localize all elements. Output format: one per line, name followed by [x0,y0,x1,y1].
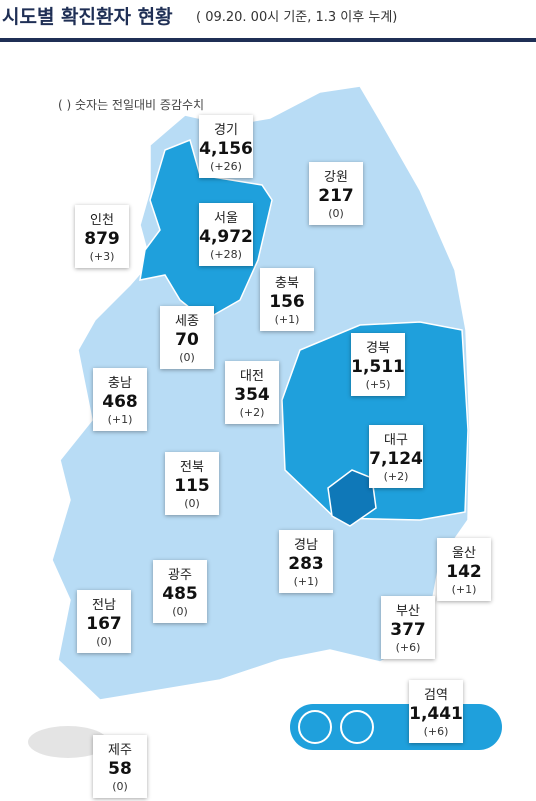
region-name: 경기 [214,123,238,138]
region-box: 경남 283 (+1) [279,530,333,593]
region-box: 강원 217 (0) [309,162,363,225]
region-name: 강원 [324,170,348,185]
region-name: 광주 [168,568,192,583]
region-change: (+1) [451,583,477,596]
region-box: 검역 1,441 (+6) [409,680,463,743]
region-count: 354 [234,385,270,405]
region-count: 879 [84,229,120,249]
region-name: 경북 [366,341,390,356]
region-name: 검역 [424,688,448,703]
region-count: 485 [162,584,198,604]
region-count: 217 [318,186,354,206]
region-box: 대전 354 (+2) [225,361,279,424]
region-box: 광주 485 (0) [153,560,207,623]
region-change: (0) [328,207,344,220]
region-box: 전남 167 (0) [77,590,131,653]
region-name: 대구 [384,433,408,448]
header-rule [0,38,536,42]
region-count: 7,124 [369,449,423,469]
jeju [28,726,108,758]
region-name: 전남 [92,598,116,613]
title: 시도별 확진환자 현황 [2,6,173,28]
region-change: (+1) [293,575,319,588]
region-change: (+26) [210,160,242,173]
region-count: 142 [446,562,482,582]
region-box: 경기 4,156 (+26) [199,115,253,178]
region-change: (+1) [107,413,133,426]
region-count: 1,511 [351,357,405,377]
region-change: (+1) [274,313,300,326]
region-change: (0) [172,605,188,618]
region-name: 전북 [180,460,204,475]
region-change: (+6) [395,641,421,654]
region-change: (+28) [210,248,242,261]
region-name: 충남 [108,376,132,391]
region-box: 전북 115 (0) [165,452,219,515]
region-box: 부산 377 (+6) [381,596,435,659]
daegu [327,469,377,527]
region-count: 115 [174,476,210,496]
region-name: 대전 [240,369,264,384]
region-count: 167 [86,614,122,634]
region-count: 156 [269,292,305,312]
region-box: 충남 468 (+1) [93,368,147,431]
region-name: 인천 [90,213,114,228]
region-change: (0) [112,780,128,793]
region-box: 경북 1,511 (+5) [351,333,405,396]
region-count: 1,441 [409,704,463,724]
region-count: 4,972 [199,227,253,247]
region-count: 377 [390,620,426,640]
ship-icon [340,710,374,744]
region-name: 제주 [108,743,132,758]
region-box: 울산 142 (+1) [437,538,491,601]
region-change: (0) [184,497,200,510]
region-change: (+3) [89,250,115,263]
region-box: 서울 4,972 (+28) [199,203,253,266]
region-count: 70 [175,330,199,350]
region-box: 대구 7,124 (+2) [369,425,423,488]
region-name: 세종 [175,314,199,329]
region-name: 충북 [275,276,299,291]
region-count: 283 [288,554,324,574]
quarantine-pill [290,704,502,750]
region-change: (0) [179,351,195,364]
region-change: (+5) [365,378,391,391]
subtitle: ( 09.20. 00시 기준, 1.3 이후 누계) [196,10,398,25]
region-change: (+2) [383,470,409,483]
region-name: 부산 [396,604,420,619]
region-count: 58 [108,759,132,779]
plane-icon [298,710,332,744]
region-change: (0) [96,635,112,648]
region-name: 울산 [452,546,476,561]
region-name: 서울 [214,211,238,226]
region-box: 세종 70 (0) [160,306,214,369]
region-count: 4,156 [199,139,253,159]
region-change: (+2) [239,406,265,419]
region-count: 468 [102,392,138,412]
region-box: 충북 156 (+1) [260,268,314,331]
region-box: 제주 58 (0) [93,735,147,798]
region-change: (+6) [423,725,449,738]
region-name: 경남 [294,538,318,553]
note: ( ) 숫자는 전일대비 증감수치 [58,98,205,112]
region-box: 인천 879 (+3) [75,205,129,268]
